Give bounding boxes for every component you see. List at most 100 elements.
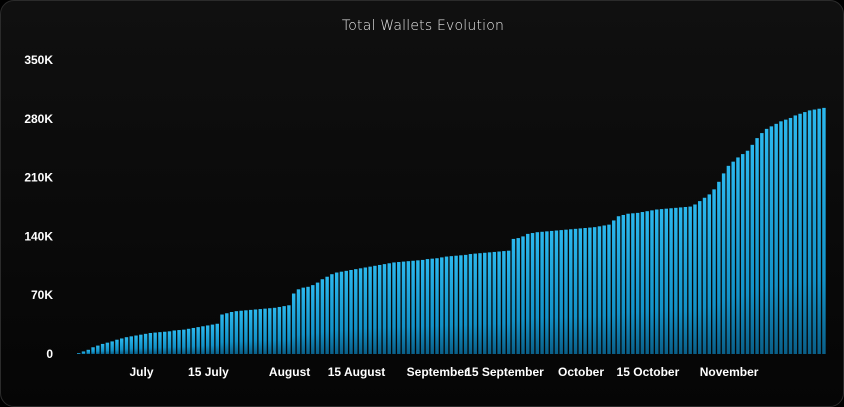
bar [162, 331, 167, 354]
bar [707, 194, 712, 354]
bar [664, 208, 669, 354]
bar [640, 212, 645, 354]
y-tick-label: 210K [24, 171, 53, 185]
bar [473, 253, 477, 354]
bar [731, 161, 735, 354]
bar [420, 259, 425, 354]
bar [282, 306, 286, 354]
bar [110, 341, 114, 354]
bar [134, 335, 138, 354]
bar [559, 230, 563, 354]
bar [516, 238, 520, 354]
bar [506, 250, 511, 354]
bar [119, 338, 124, 354]
bar [769, 126, 774, 354]
bar [225, 313, 229, 354]
bar [645, 211, 649, 354]
bar [535, 232, 540, 354]
bar [339, 271, 344, 354]
bar [712, 189, 716, 354]
bar [344, 270, 348, 354]
bar [291, 293, 296, 354]
bar [363, 267, 368, 354]
bar [143, 333, 148, 354]
bar [258, 309, 262, 354]
bar [774, 123, 778, 354]
bar [650, 210, 654, 354]
bar [721, 173, 726, 354]
bar [569, 229, 573, 354]
bar [377, 264, 382, 354]
bar [296, 289, 301, 354]
bar [812, 109, 817, 354]
bar [139, 334, 143, 354]
bar [334, 272, 339, 354]
x-tick-label: October [558, 365, 604, 379]
bar [760, 133, 764, 354]
bar [631, 213, 635, 354]
bar [530, 233, 535, 354]
bar [301, 287, 305, 354]
bar [401, 261, 406, 354]
bar [444, 256, 449, 354]
bar [77, 353, 81, 354]
bar [91, 347, 95, 354]
bar [210, 324, 215, 354]
bar [244, 310, 248, 354]
bar [425, 259, 430, 354]
bar [440, 257, 444, 354]
bar [468, 254, 473, 354]
bar [526, 233, 530, 354]
y-axis: 0 70K 140K 210K 280K 350K [24, 53, 53, 361]
bar [411, 260, 415, 354]
bar [129, 336, 133, 354]
bar [349, 270, 353, 354]
bar [669, 208, 673, 354]
x-tick-label: August [269, 365, 310, 379]
bar [96, 345, 100, 354]
bar [416, 260, 420, 354]
bar [368, 266, 372, 354]
bar [678, 207, 683, 354]
y-tick-label: 350K [24, 53, 53, 67]
bar [358, 268, 363, 354]
bar [311, 285, 315, 354]
bar [726, 165, 731, 354]
bar [253, 309, 258, 354]
bar [655, 209, 659, 354]
y-tick-label: 0 [46, 347, 53, 361]
bar [573, 228, 578, 354]
bar [100, 343, 105, 354]
bar [268, 308, 272, 354]
bar [272, 307, 277, 354]
bar [215, 323, 219, 354]
x-tick-label: 15 August [328, 365, 386, 379]
bar [454, 255, 458, 354]
bar [186, 328, 191, 354]
bar [793, 115, 797, 354]
bar [588, 227, 592, 354]
bar [583, 228, 587, 354]
bar [736, 157, 740, 354]
bar [330, 274, 334, 354]
x-tick-label: November [700, 365, 759, 379]
bar [612, 220, 616, 354]
bar [229, 312, 234, 354]
bar [698, 201, 702, 354]
bar [463, 254, 468, 354]
bar [683, 207, 688, 354]
bar [315, 282, 320, 354]
bar [115, 339, 119, 354]
bar [674, 207, 678, 354]
x-tick-label: 15 October [617, 365, 680, 379]
bar [750, 144, 755, 354]
bar [483, 252, 487, 354]
bar [822, 107, 826, 354]
bar [320, 279, 325, 354]
bar [688, 206, 692, 354]
bar [435, 258, 439, 354]
y-tick-label: 70K [31, 288, 53, 302]
bar [659, 209, 664, 354]
